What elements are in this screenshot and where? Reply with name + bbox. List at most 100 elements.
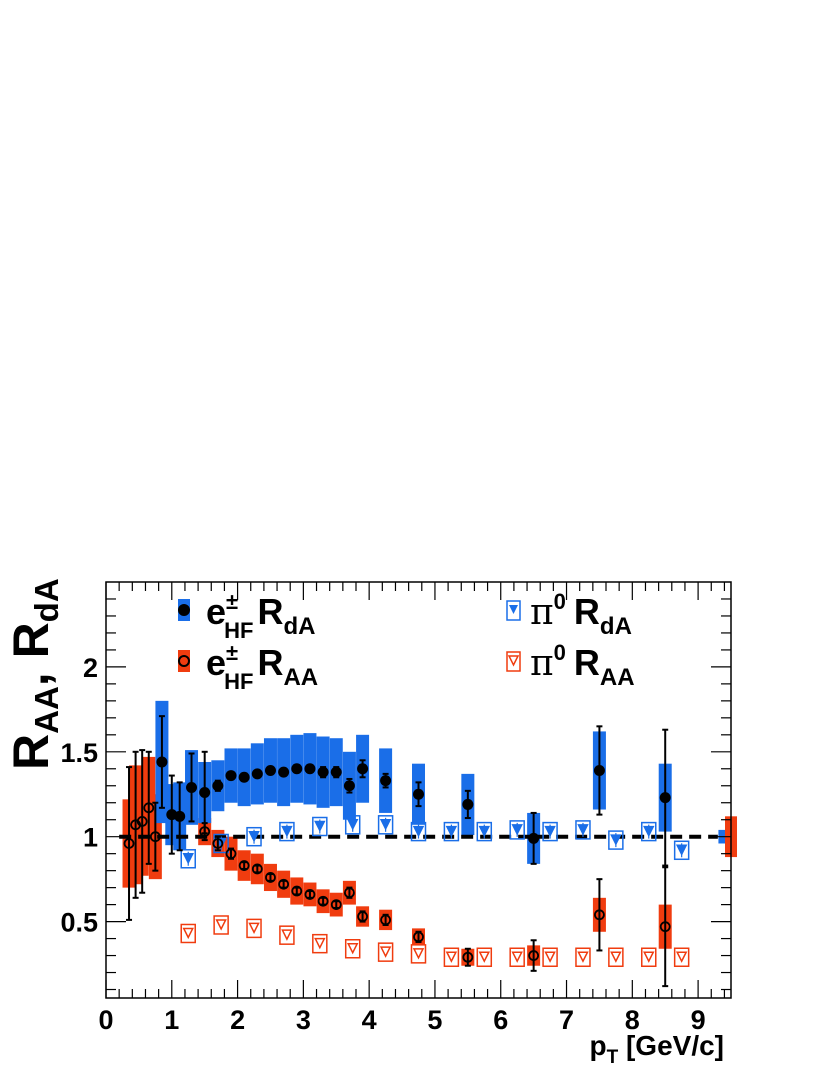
- pi0-rda-point-box: [410, 821, 427, 842]
- e-raa-point: [659, 921, 671, 933]
- pi0-raa-point-box: [344, 939, 361, 959]
- x-tick-label: 5: [427, 1005, 442, 1035]
- e-raa-point: [149, 831, 161, 843]
- legend-marker-triangle: [509, 605, 518, 614]
- pi0-rda-point-box: [641, 821, 657, 842]
- e-rda-point: [238, 771, 250, 783]
- e-rda-point: [659, 792, 671, 804]
- e-rda-point: [317, 766, 329, 778]
- x-tick-label: 8: [625, 1005, 640, 1035]
- e-raa-point: [357, 911, 368, 922]
- legend-entry-pi0-raa: π0 RAA: [506, 640, 635, 691]
- pi0-raa-point-box: [410, 944, 427, 964]
- e-raa-point: [380, 914, 392, 926]
- pi0-raa-point-triangle: [511, 951, 523, 963]
- pi0-raa-point-triangle: [610, 951, 622, 963]
- x-tick-labels: 0 1 2 3 4 5 6 7 8 9: [98, 1005, 705, 1035]
- pi0-raa-point-triangle: [215, 919, 227, 931]
- pi0-raa-point-triangle: [445, 951, 458, 963]
- pi0-raa-point-triangle: [314, 937, 326, 950]
- pi0-raa-point-box: [312, 933, 328, 954]
- statistical-error-bars: [126, 715, 669, 988]
- e-raa-point: [238, 860, 250, 871]
- e-raa-point: [528, 950, 540, 961]
- pi0-raa-point-triangle: [248, 922, 260, 935]
- e-rda-point: [462, 798, 474, 810]
- e-rda-point: [264, 764, 276, 776]
- e-rda-point: [186, 781, 198, 793]
- pi0-rda-point-box: [542, 821, 558, 842]
- e-raa-point: [136, 816, 148, 827]
- legend-marker-dot: [178, 655, 190, 667]
- y-tick-label: 1.5: [60, 738, 98, 768]
- x-title-unit: [GeV/c]: [618, 1030, 724, 1061]
- e-rda-point: [304, 763, 316, 775]
- e-rda-point: [278, 766, 290, 778]
- x-tick-label: 3: [296, 1005, 311, 1035]
- axis-ticks: [105, 582, 731, 998]
- electron-points: [123, 756, 671, 963]
- pi0-raa-point-box: [575, 947, 591, 967]
- pi0-rda-point-box: [509, 820, 525, 840]
- y-axis-title: RAA, RdA: [3, 578, 65, 770]
- e-raa-point: [330, 899, 342, 911]
- e-rda-point: [528, 832, 540, 844]
- pi0-rda-point-box: [246, 826, 262, 847]
- pi0-rda-point-box: [575, 820, 591, 840]
- e-rda-point: [593, 764, 605, 776]
- pi0-rda-point-box: [279, 821, 295, 842]
- y-tick-label: 2: [83, 653, 98, 683]
- pi0-raa-point-triangle: [281, 929, 293, 941]
- e-raa-point: [304, 889, 316, 900]
- legend-marker-box: [506, 651, 521, 672]
- e-raa-point: [317, 895, 329, 907]
- y-tick-label: 1: [83, 823, 98, 853]
- e-raa-point: [225, 848, 237, 860]
- legend-entry-pi0-rda: π0 RdA: [506, 589, 632, 640]
- e-rda-point: [357, 763, 369, 775]
- e-raa-point: [212, 838, 224, 849]
- e-rda-point: [330, 766, 342, 778]
- x-tick-label: 6: [493, 1005, 508, 1035]
- y-title-r2: R: [3, 622, 59, 658]
- pi0-raa-point-triangle: [643, 951, 655, 963]
- e-raa-point: [265, 872, 276, 883]
- e-raa-point: [594, 909, 605, 921]
- e-raa-point: [251, 863, 263, 875]
- e-raa-point: [462, 951, 474, 963]
- pi0-rda-point-box: [476, 821, 493, 842]
- pi0-raa-point-box: [641, 947, 657, 967]
- x-tick-label: 4: [362, 1005, 377, 1035]
- legend-marker-box: [178, 650, 190, 672]
- legend-entry-e-raa: e± HF RAA: [178, 640, 318, 694]
- pi0-raa-point-triangle: [544, 951, 556, 963]
- e-rda-point: [212, 780, 224, 792]
- pi0-raa-point-box: [180, 923, 196, 944]
- e-rda-point: [225, 770, 237, 782]
- y-title-sub2: dA: [28, 578, 65, 622]
- pi0-raa-point-box: [509, 947, 525, 967]
- y-title-r1: R: [3, 734, 59, 770]
- e-raa-point: [344, 887, 355, 899]
- pi0-raa-point-triangle: [478, 951, 491, 963]
- legend-marker-dot: [178, 604, 190, 616]
- x-tick-label: 1: [164, 1005, 179, 1035]
- pi0-raa-point-box: [246, 918, 262, 939]
- pi0-rda-point-box: [344, 815, 361, 835]
- pi0-raa-point-box: [377, 942, 394, 962]
- e-rda-point: [156, 756, 168, 768]
- e-raa-point: [143, 802, 155, 814]
- e-rda-point: [199, 787, 211, 799]
- e-rda-point: [380, 775, 392, 787]
- e-rda-point: [174, 810, 186, 822]
- e-rda-point: [343, 780, 355, 792]
- e-rda-point: [291, 763, 303, 775]
- e-raa-point: [291, 885, 303, 897]
- pi0-rda-point-box: [312, 816, 328, 837]
- pi0-raa-point-box: [213, 915, 229, 935]
